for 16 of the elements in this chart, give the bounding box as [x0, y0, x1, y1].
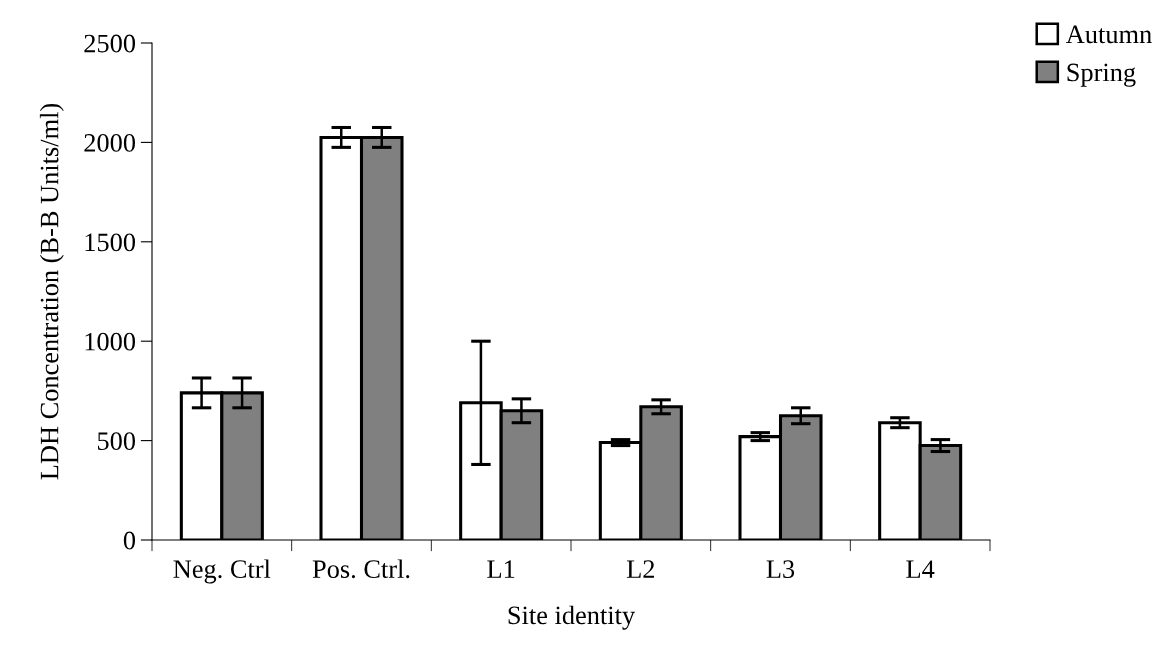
x-tick-label: L4: [906, 560, 935, 578]
x-axis-title: Site identity: [508, 605, 636, 630]
y-tick-label: 0: [123, 531, 136, 550]
y-axis-title: LDH Concentration (B-B Units/ml): [39, 103, 64, 480]
y-tick-label: 1000: [85, 332, 136, 351]
y-tick-label: 2000: [84, 134, 136, 152]
x-tick-label: L3: [766, 560, 795, 579]
x-tick-label: Pos. Ctrl.: [312, 559, 410, 579]
y-tick-label: 500: [97, 432, 136, 451]
x-tick-label: L1: [487, 560, 515, 578]
legend-label: Autumn: [1066, 25, 1152, 44]
y-tick-label: 2500: [84, 34, 136, 53]
x-tick-label: L2: [626, 560, 655, 578]
y-tick-label: 1500: [85, 233, 136, 252]
legend-label: Spring: [1067, 63, 1136, 87]
x-tick-label: Neg. Ctrl: [173, 559, 271, 584]
